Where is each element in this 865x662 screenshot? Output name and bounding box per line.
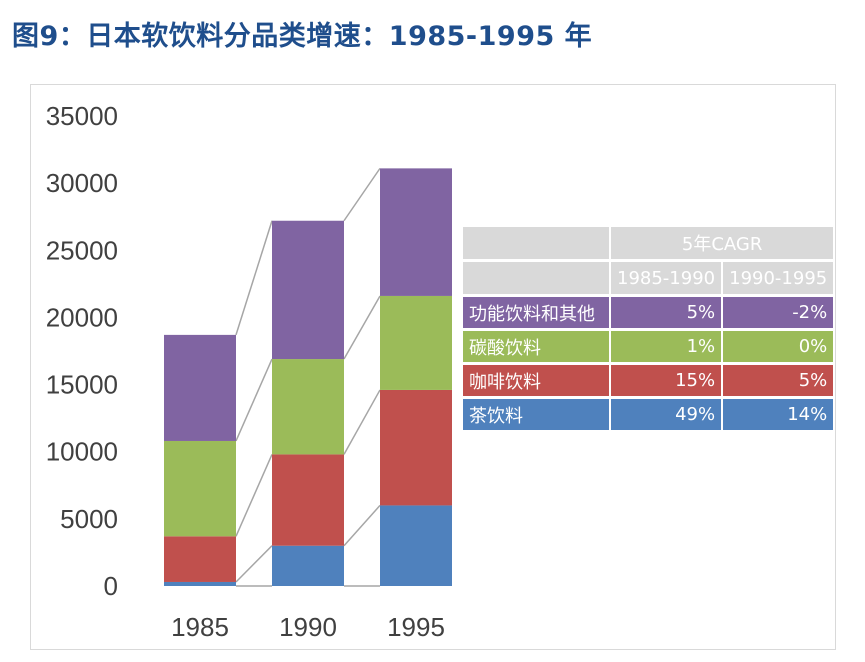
connector-line xyxy=(235,545,273,583)
cagr-table: 5年CAGR 1985-1990 1990-1995 功能饮料和其他 5% -2… xyxy=(463,227,836,433)
row-value: 5% xyxy=(611,297,724,331)
chart-frame xyxy=(30,84,836,650)
cagr-header: 5年CAGR xyxy=(611,227,836,262)
table-row: 碳酸饮料 1% 0% xyxy=(463,331,836,365)
table-row: 咖啡饮料 15% 5% xyxy=(463,365,836,399)
y-tick-label: 5000 xyxy=(60,504,118,534)
x-tick-label: 1995 xyxy=(387,612,445,642)
row-value: 15% xyxy=(611,365,724,399)
row-value: 49% xyxy=(611,399,724,433)
y-tick-label: 10000 xyxy=(46,437,118,467)
y-tick-label: 15000 xyxy=(46,370,118,400)
y-axis-ticks: 0 5000 10000 15000 20000 25000 30000 35000 xyxy=(46,101,118,601)
y-tick-label: 0 xyxy=(104,571,118,601)
row-value: 0% xyxy=(723,331,836,365)
y-tick-label: 25000 xyxy=(46,235,118,265)
bar-segment xyxy=(272,359,344,455)
bar-segment xyxy=(380,168,452,296)
connector-line xyxy=(235,454,273,537)
bar-segment xyxy=(164,334,236,441)
figure-title: 图9：日本软饮料分品类增速：1985-1995 年 xyxy=(12,21,593,52)
bar-segment xyxy=(164,536,236,582)
table-corner-lower xyxy=(463,262,611,297)
bar-segment xyxy=(164,581,236,586)
connector-line xyxy=(343,504,381,547)
y-tick-label: 35000 xyxy=(46,101,118,131)
row-label-coffee: 咖啡饮料 xyxy=(463,365,611,399)
connector-lines xyxy=(235,167,381,587)
row-value: 5% xyxy=(723,365,836,399)
bar-segment xyxy=(380,505,452,586)
row-label-functional: 功能饮料和其他 xyxy=(463,297,611,331)
bar-segment xyxy=(164,440,236,537)
y-tick-label: 30000 xyxy=(46,168,118,198)
bars xyxy=(164,168,452,586)
row-label-tea: 茶饮料 xyxy=(463,399,611,433)
row-value: -2% xyxy=(723,297,836,331)
subheader-1985-1990: 1985-1990 xyxy=(611,262,724,297)
connector-line xyxy=(235,358,273,442)
bar-segment xyxy=(380,389,452,506)
subheader-1990-1995: 1990-1995 xyxy=(723,262,836,297)
bar-segment xyxy=(272,454,344,546)
row-value: 1% xyxy=(611,331,724,365)
table-corner xyxy=(463,227,611,262)
x-tick-label: 1985 xyxy=(171,612,229,642)
bar-segment xyxy=(272,545,344,586)
x-axis-ticks: 1985 1990 1995 xyxy=(171,612,445,642)
connector-line xyxy=(343,167,381,222)
row-label-carbonated: 碳酸饮料 xyxy=(463,331,611,365)
bar-segment xyxy=(272,220,344,360)
connector-line xyxy=(343,295,381,360)
x-tick-label: 1990 xyxy=(279,612,337,642)
bar-segment xyxy=(380,295,452,390)
connector-line xyxy=(343,389,381,455)
table-row: 功能饮料和其他 5% -2% xyxy=(463,297,836,331)
row-value: 14% xyxy=(723,399,836,433)
table-row: 茶饮料 49% 14% xyxy=(463,399,836,433)
connector-line xyxy=(235,220,273,336)
y-tick-label: 20000 xyxy=(46,302,118,332)
